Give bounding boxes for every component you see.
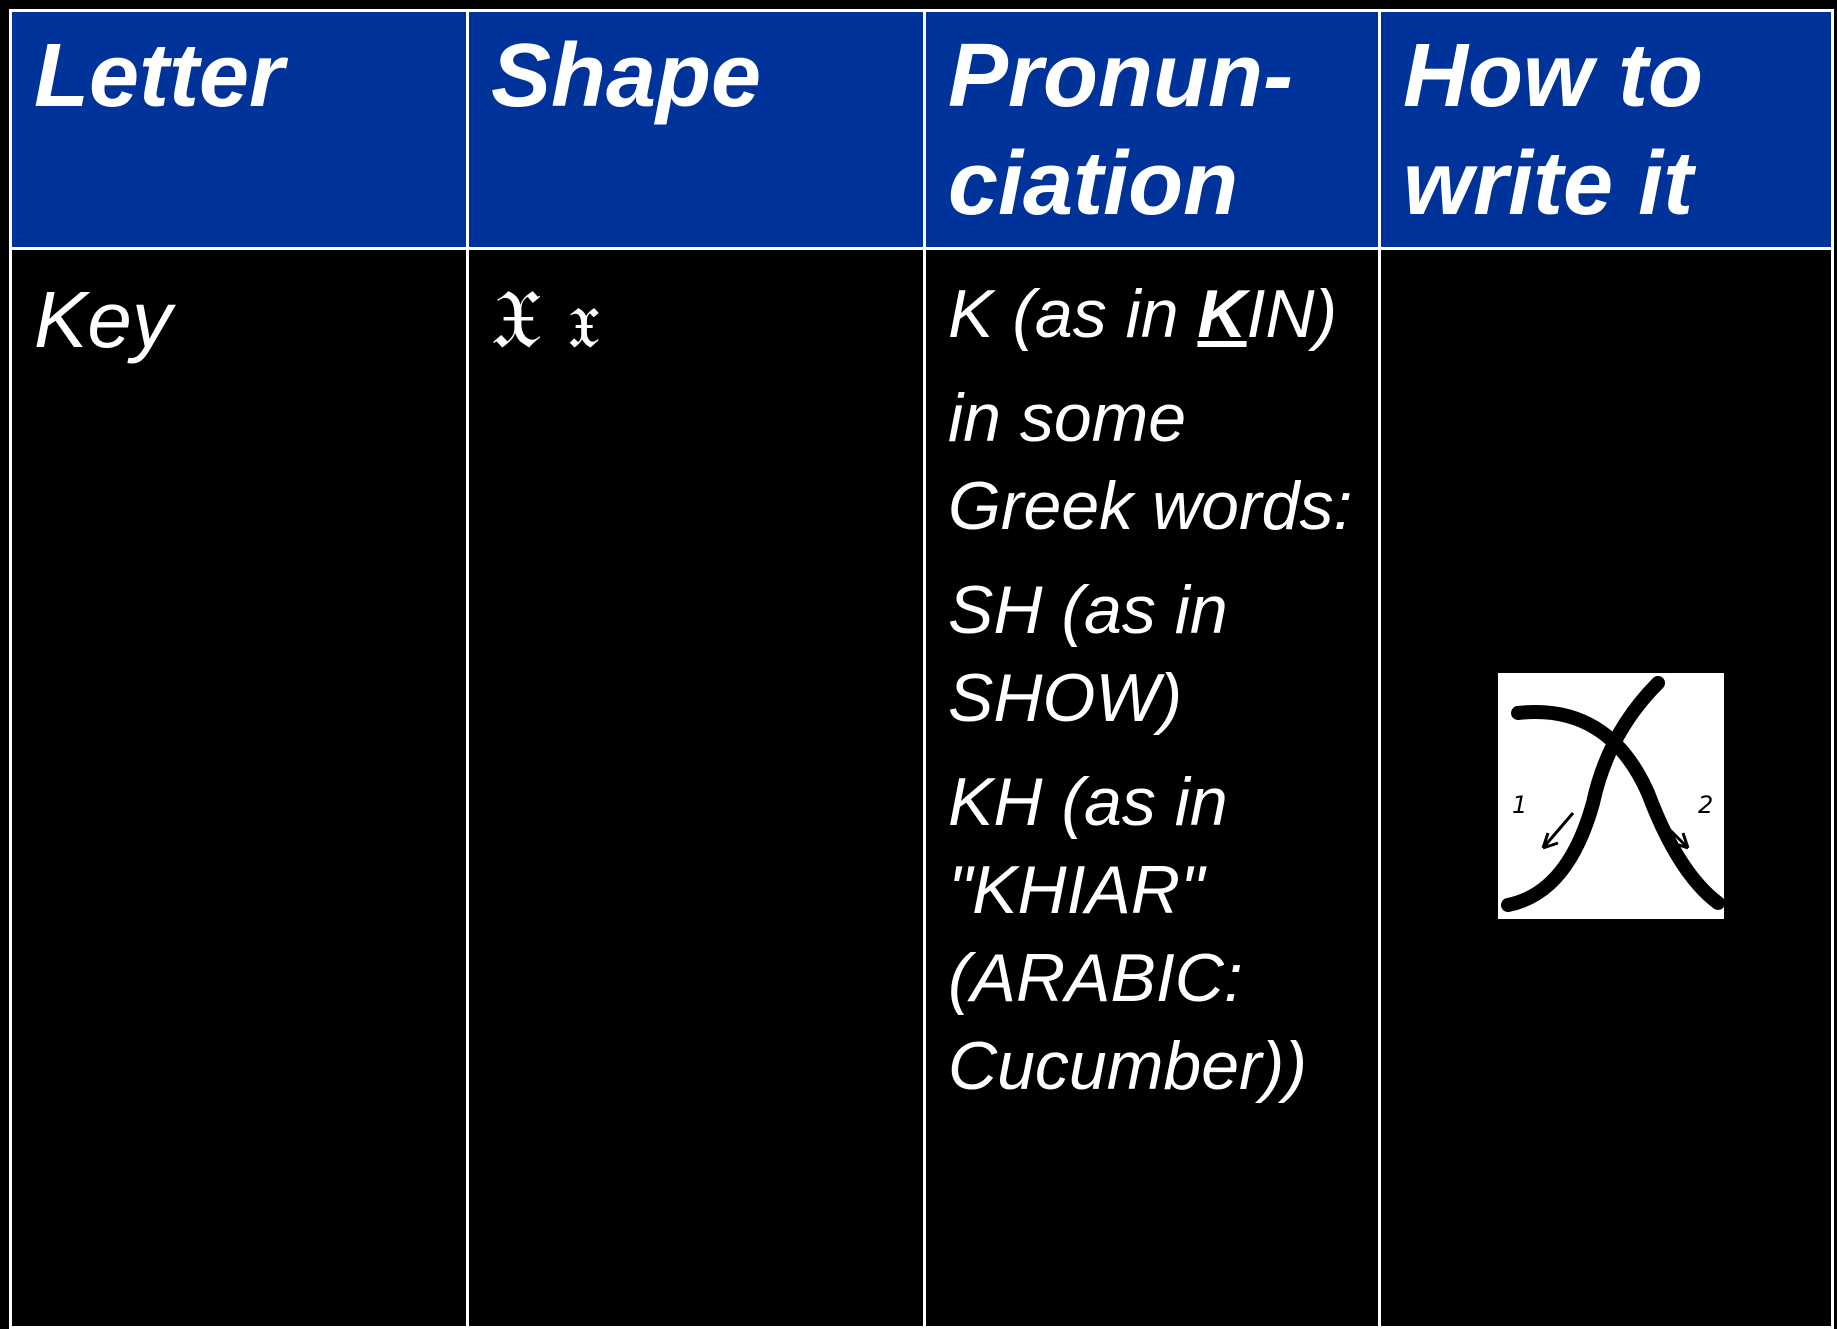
pronunciation-line: K (as in KIN): [948, 270, 1358, 358]
text: K (as in: [948, 276, 1198, 352]
pronunciation-line: in some Greek words:: [948, 380, 1353, 544]
write-cell: 1 2: [1378, 247, 1834, 1329]
alphabet-table: Letter Shape Pronun-ciation How to write…: [9, 9, 1834, 1329]
stroke-label: 2: [1698, 791, 1713, 819]
stroke-label: 1: [1512, 791, 1527, 819]
emphasis: K: [1197, 276, 1247, 352]
letter-cell: Key: [9, 247, 469, 1329]
header-cell: How to write it: [1378, 9, 1834, 250]
stroke-diagram: 1 2: [1498, 672, 1725, 919]
header-cell: Letter: [9, 9, 469, 250]
shape-cell: 𝔛 𝔵: [466, 247, 926, 1329]
pronunciation-cell: K (as in KIN) in some Greek words: SH (a…: [923, 247, 1381, 1329]
header-cell: Pronun-ciation: [923, 9, 1381, 250]
capital-shape: 𝔛: [491, 272, 542, 367]
text: IN): [1246, 276, 1338, 352]
header-row: Letter Shape Pronun-ciation How to write…: [9, 9, 1834, 250]
body-row: Key 𝔛 𝔵 K (as in KIN) in some Greek word…: [9, 247, 1834, 1329]
pronunciation-line: SH (as in SHOW): [948, 572, 1228, 736]
small-shape: 𝔵: [567, 272, 601, 367]
pronunciation-line: KH (as in "KHIAR" (ARABIC: Cucumber)): [948, 764, 1307, 1104]
header-cell: Shape: [466, 9, 926, 250]
